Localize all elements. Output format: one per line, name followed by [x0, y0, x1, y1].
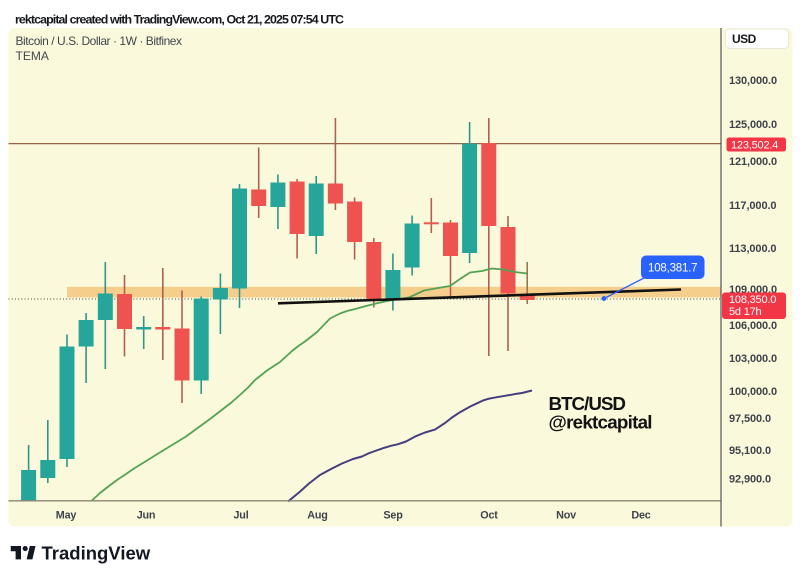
svg-text:TradingView: TradingView — [42, 543, 151, 564]
svg-text:Jul: Jul — [234, 509, 249, 521]
svg-text:May: May — [56, 509, 77, 521]
svg-text:106,000.0: 106,000.0 — [729, 320, 777, 332]
svg-text:108,381.7: 108,381.7 — [648, 263, 697, 275]
svg-text:130,000.0: 130,000.0 — [729, 75, 777, 87]
svg-text:103,000.0: 103,000.0 — [729, 353, 777, 365]
svg-text:121,000.0: 121,000.0 — [729, 156, 777, 168]
svg-text:Bitcoin / U.S. Dollar · 1W · B: Bitcoin / U.S. Dollar · 1W · Bitfinex — [16, 34, 183, 48]
svg-text:TEMA: TEMA — [16, 49, 49, 63]
svg-text:Nov: Nov — [556, 509, 576, 521]
svg-text:Aug: Aug — [307, 509, 327, 521]
svg-text:113,000.0: 113,000.0 — [729, 243, 776, 255]
svg-text:BTC/USD: BTC/USD — [549, 393, 626, 414]
svg-text:rektcapital created with Tradi: rektcapital created with TradingView.com… — [15, 13, 344, 27]
svg-text:117,000.0: 117,000.0 — [729, 200, 776, 212]
svg-text:@rektcapital: @rektcapital — [549, 412, 652, 433]
svg-text:97,500.0: 97,500.0 — [729, 413, 771, 425]
svg-text:123,502.4: 123,502.4 — [731, 139, 778, 151]
svg-text:108,350.0: 108,350.0 — [729, 294, 776, 306]
svg-text:Jun: Jun — [137, 509, 156, 521]
svg-text:125,000.0: 125,000.0 — [729, 119, 777, 131]
svg-text:100,000.0: 100,000.0 — [729, 386, 777, 398]
svg-text:Oct: Oct — [480, 509, 498, 521]
svg-text:USD: USD — [732, 32, 757, 46]
svg-text:95,100.0: 95,100.0 — [729, 445, 771, 457]
svg-text:Sep: Sep — [383, 509, 403, 521]
svg-text:5d 17h: 5d 17h — [729, 306, 762, 318]
svg-text:Dec: Dec — [631, 509, 650, 521]
svg-text:92,900.0: 92,900.0 — [729, 474, 771, 486]
